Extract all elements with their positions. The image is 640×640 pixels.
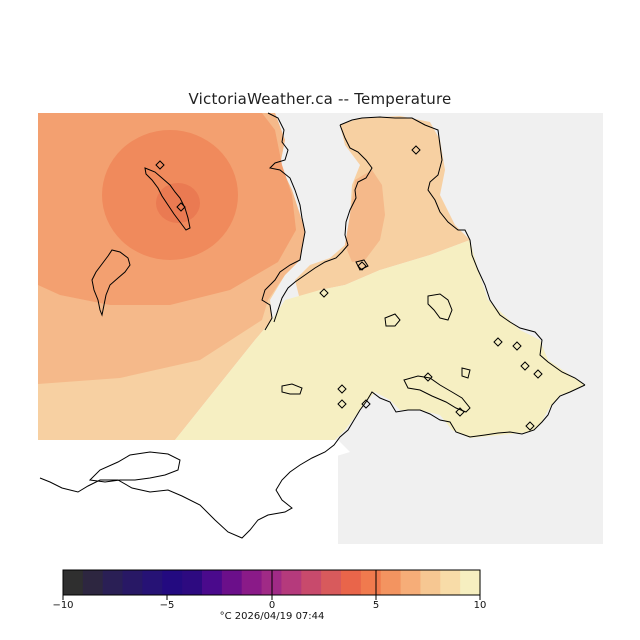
- colorbar-cell: [142, 570, 163, 595]
- colorbar-cell: [380, 570, 402, 595]
- map-title: VictoriaWeather.ca -- Temperature: [188, 90, 452, 108]
- colorbar-cell: [301, 570, 322, 595]
- colorbar-tick-label: −10: [52, 600, 73, 611]
- station-marker[interactable]: [423, 372, 433, 382]
- coast-vancouver-island: [261, 112, 306, 331]
- colorbar-cell: [460, 570, 481, 595]
- station-marker[interactable]: [533, 369, 543, 379]
- island-west: [91, 249, 131, 317]
- station-marker[interactable]: [455, 407, 465, 417]
- coast-mainland-north: [339, 116, 586, 386]
- colorbar-cell: [241, 570, 263, 595]
- station-marker[interactable]: [361, 399, 371, 409]
- island-small-2: [403, 375, 471, 413]
- lake-1: [427, 293, 453, 321]
- station-marker[interactable]: [155, 160, 165, 170]
- colorbar-tick-label: 10: [474, 600, 487, 611]
- colorbar-cell: [281, 570, 302, 595]
- island-small-1: [281, 383, 303, 395]
- station-marker[interactable]: [337, 384, 347, 394]
- island-small-3: [461, 367, 471, 379]
- colorbar-footer: °C 2026/04/19 07:44: [220, 611, 325, 622]
- station-marker[interactable]: [512, 341, 522, 351]
- temp-band-warm0: [156, 183, 200, 223]
- colorbar-cell: [82, 570, 104, 595]
- colorbar-cell: [63, 570, 84, 595]
- colorbar-cell: [102, 570, 124, 595]
- colorbar-tick-label: 0: [269, 600, 275, 611]
- colorbar-cell: [202, 570, 223, 595]
- station-marker[interactable]: [357, 261, 367, 271]
- station-markers: [155, 145, 543, 431]
- colorbar-tick-label: −5: [160, 600, 175, 611]
- southern-land-mask: [38, 440, 350, 490]
- coast-inlet: [273, 124, 373, 323]
- station-marker[interactable]: [337, 399, 347, 409]
- colorbar-cell: [341, 570, 362, 595]
- colorbar-cell: [400, 570, 422, 595]
- colorbar-cell: [162, 570, 183, 595]
- coastlines: [39, 112, 586, 539]
- colorbar-ticks: [62, 570, 481, 600]
- lake-2: [384, 313, 401, 327]
- station-marker[interactable]: [176, 202, 186, 212]
- coast-southern-island: [88, 451, 181, 483]
- colorbar-cell: [182, 570, 203, 595]
- station-marker[interactable]: [525, 421, 535, 431]
- coast-south-shore: [39, 384, 586, 539]
- station-marker[interactable]: [493, 337, 503, 347]
- temp-band-east-warm5: [175, 240, 585, 440]
- colorbar-cell: [440, 570, 461, 595]
- colorbar-cell: [360, 570, 382, 595]
- station-marker[interactable]: [411, 145, 421, 155]
- colorbar-cell: [122, 570, 144, 595]
- station-marker[interactable]: [520, 361, 530, 371]
- island-upper: [144, 167, 191, 231]
- colorbar-tick-label: 5: [373, 600, 379, 611]
- temperature-field: [38, 113, 585, 440]
- colorbar-cell: [321, 570, 342, 595]
- colorbar-cell: [420, 570, 441, 595]
- colorbar-cell: [221, 570, 243, 595]
- station-marker[interactable]: [319, 288, 329, 298]
- colorbar-cells: [63, 570, 481, 595]
